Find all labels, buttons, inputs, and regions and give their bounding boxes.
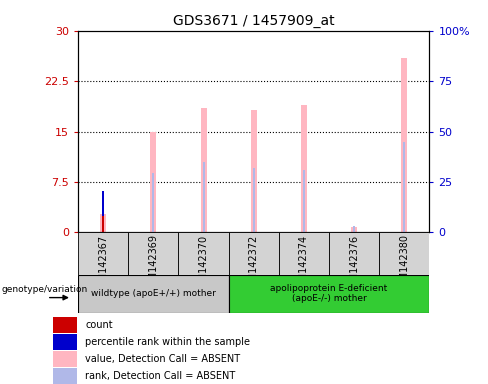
Text: rank, Detection Call = ABSENT: rank, Detection Call = ABSENT — [85, 371, 236, 381]
Bar — [401, 58, 407, 232]
Bar — [102, 207, 104, 232]
Bar — [253, 168, 255, 232]
Text: GSM142374: GSM142374 — [299, 234, 309, 293]
Text: GSM142380: GSM142380 — [399, 234, 409, 293]
Bar — [53, 317, 77, 333]
Bar — [329, 232, 379, 275]
Text: genotype/variation: genotype/variation — [1, 285, 88, 295]
Bar — [353, 226, 355, 232]
Bar — [128, 232, 179, 275]
Bar — [150, 131, 156, 232]
Bar — [251, 110, 257, 232]
Text: GSM142369: GSM142369 — [148, 234, 159, 293]
Bar — [78, 232, 128, 275]
Text: GSM142370: GSM142370 — [199, 234, 208, 293]
Bar — [303, 170, 305, 232]
Bar — [152, 173, 154, 232]
Bar — [53, 351, 77, 367]
Bar — [102, 190, 104, 215]
Bar — [279, 232, 329, 275]
Text: value, Detection Call = ABSENT: value, Detection Call = ABSENT — [85, 354, 241, 364]
Bar — [229, 275, 429, 313]
Text: wildtype (apoE+/+) mother: wildtype (apoE+/+) mother — [91, 289, 216, 298]
Bar — [201, 108, 206, 232]
Bar — [379, 232, 429, 275]
Text: percentile rank within the sample: percentile rank within the sample — [85, 337, 250, 347]
Text: GSM142372: GSM142372 — [249, 234, 259, 294]
Title: GDS3671 / 1457909_at: GDS3671 / 1457909_at — [173, 14, 335, 28]
Bar — [351, 227, 357, 232]
Bar — [102, 215, 104, 232]
Bar — [179, 232, 229, 275]
Text: count: count — [85, 320, 113, 330]
Bar — [404, 142, 406, 232]
Text: apolipoprotein E-deficient
(apoE-/-) mother: apolipoprotein E-deficient (apoE-/-) mot… — [270, 284, 387, 303]
Bar — [78, 275, 229, 313]
Text: GSM142367: GSM142367 — [98, 234, 108, 293]
Bar — [53, 367, 77, 384]
Bar — [100, 214, 106, 232]
Bar — [229, 232, 279, 275]
Bar — [301, 104, 307, 232]
Text: GSM142376: GSM142376 — [349, 234, 359, 293]
Bar — [53, 334, 77, 350]
Bar — [203, 162, 204, 232]
